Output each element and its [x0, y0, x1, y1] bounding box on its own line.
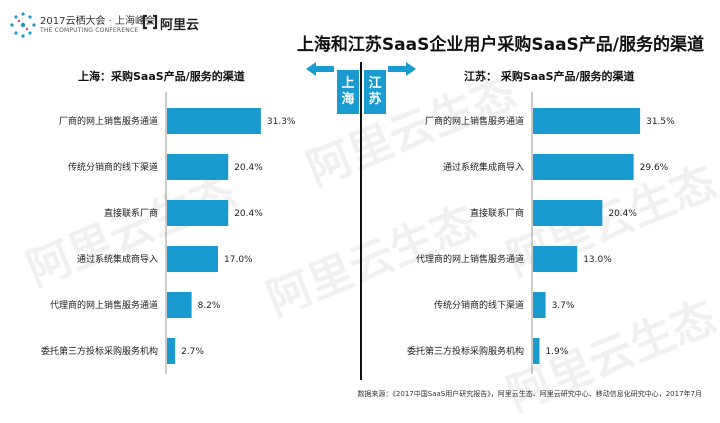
value-label: 1.9% — [545, 347, 568, 357]
bar — [167, 154, 229, 180]
jiangsu-bar-chart: 厂商的网上销售服务通道 31.5% 通过系统集成商导入 29.6% 直接联系厂商 20.4… — [407, 92, 675, 374]
left-chart-title: 上海：采购SaaS产品/服务的渠道 — [78, 70, 245, 83]
dots-logo-icon — [10, 12, 36, 38]
value-label: 8.2% — [198, 301, 221, 311]
arrow-left-icon — [306, 62, 334, 76]
value-label: 20.4% — [234, 163, 263, 173]
bar — [533, 200, 603, 226]
value-label: 13.0% — [583, 255, 612, 265]
value-label: 17.0% — [224, 255, 253, 265]
category-label: 传统分销商的线下渠道 — [434, 299, 524, 311]
category-label: 厂商的网上销售服务通道 — [59, 115, 158, 127]
category-label: 委托第三方投标采购服务机构 — [407, 345, 524, 357]
bar — [533, 338, 540, 364]
shanghai-bar-chart: 厂商的网上销售服务通道 31.3% 传统分销商的线下渠道 20.4% 直接联系厂商 20.… — [41, 92, 296, 374]
value-label: 31.3% — [267, 117, 296, 127]
bar — [167, 108, 261, 134]
event-subtitle: THE COMPUTING CONFERENCE — [40, 27, 139, 34]
category-label: 传统分销商的线下渠道 — [68, 161, 158, 173]
arrow-right-icon — [388, 62, 416, 76]
category-label: 代理商的网上销售服务通道 — [50, 299, 158, 311]
category-label: 代理商的网上销售服务通道 — [416, 253, 524, 265]
bar — [533, 154, 634, 180]
jiangsu-tag: 江苏 — [364, 70, 386, 114]
page-title: 上海和江苏SaaS企业用户采购SaaS产品/服务的渠道 — [296, 35, 704, 55]
bar — [167, 200, 229, 226]
value-label: 20.4% — [234, 209, 263, 219]
category-label: 直接联系厂商 — [470, 207, 524, 219]
value-label: 3.7% — [552, 301, 575, 311]
data-source-note: 数据来源：《2017中国SaaS用户研究报告》，阿里云生态、阿里云研究中心、移动… — [357, 390, 702, 398]
bar — [167, 292, 192, 318]
category-label: 通过系统集成商导入 — [443, 161, 524, 173]
event-title: 2017云栖大会 · 上海峰会 — [40, 16, 155, 27]
shanghai-tag: 上海 — [337, 70, 359, 114]
brand-name: 阿里云 — [160, 18, 200, 33]
category-label: 通过系统集成商导入 — [77, 253, 158, 265]
bar — [533, 292, 546, 318]
category-label: 厂商的网上销售服务通道 — [425, 115, 524, 127]
bar — [533, 246, 578, 272]
conference-logo: 2017云栖大会 · 上海峰会 THE COMPUTING CONFERENCE… — [8, 8, 199, 42]
value-label: 31.5% — [646, 117, 675, 127]
center-divider — [360, 62, 362, 380]
value-label: 29.6% — [640, 163, 669, 173]
bar — [533, 108, 641, 134]
category-label: 委托第三方投标采购服务机构 — [41, 345, 158, 357]
value-label: 20.4% — [608, 209, 637, 219]
value-label: 2.7% — [181, 347, 204, 357]
bar — [167, 246, 218, 272]
aliyun-logo-icon — [142, 14, 158, 30]
right-chart-title: 江苏： 采购SaaS产品/服务的渠道 — [464, 70, 635, 83]
bar — [167, 338, 176, 364]
category-label: 直接联系厂商 — [104, 207, 158, 219]
